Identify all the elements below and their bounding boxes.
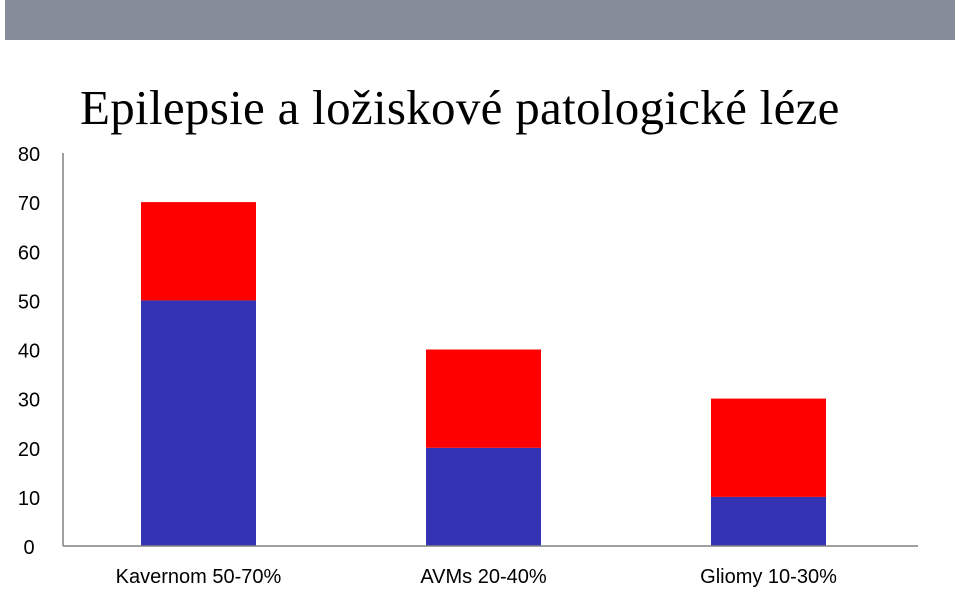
y-tick-label: 40 xyxy=(18,341,40,363)
y-tick-label: 10 xyxy=(18,488,40,510)
y-tick-label: 0 xyxy=(23,537,34,559)
y-tick-label: 60 xyxy=(18,242,40,264)
bar-segment-upper xyxy=(141,202,256,301)
bar-segment-lower xyxy=(711,496,826,546)
page-title: Epilepsie a ložiskové patologické léze xyxy=(80,80,840,135)
y-tick-label: 20 xyxy=(18,439,40,461)
bar-segment-upper xyxy=(426,349,541,448)
bar-segment-lower xyxy=(426,447,541,547)
x-tick-label: Gliomy 10-30% xyxy=(700,566,837,588)
y-tick-label: 30 xyxy=(18,390,40,412)
top-bar xyxy=(5,0,955,40)
x-tick-label: AVMs 20-40% xyxy=(420,566,547,588)
y-tick-label: 50 xyxy=(18,291,40,313)
x-tick-label: Kavernom 50-70% xyxy=(116,566,282,588)
y-tick-label: 80 xyxy=(18,144,40,166)
bar-segment-upper xyxy=(711,398,826,497)
y-tick-label: 70 xyxy=(18,193,40,215)
bar-segment-lower xyxy=(141,300,256,546)
